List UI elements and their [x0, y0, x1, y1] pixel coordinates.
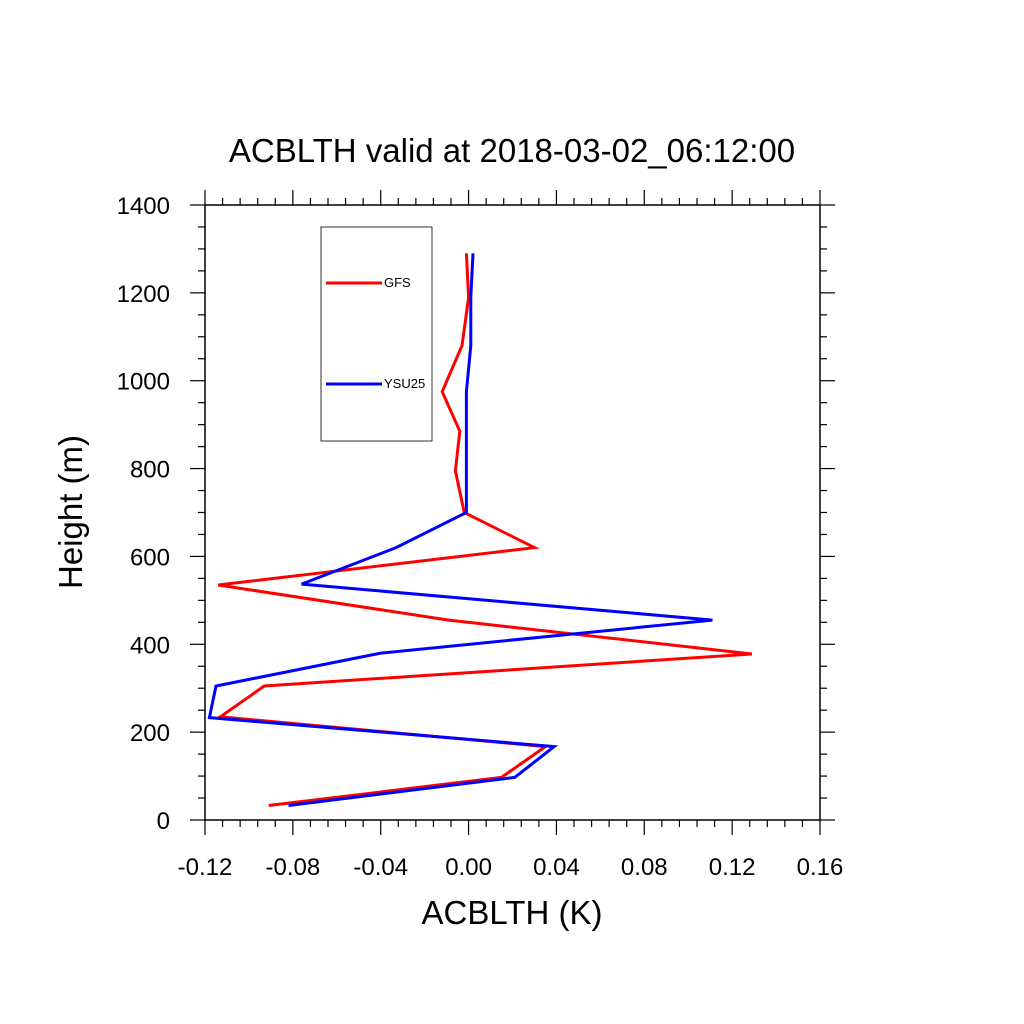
- y-tick-label: 1000: [117, 369, 170, 396]
- legend-label-gfs: GFS: [384, 275, 411, 290]
- x-tick-label: -0.08: [266, 854, 321, 881]
- x-tick-label: 0.04: [533, 854, 580, 881]
- y-axis-title: Height (m): [52, 435, 89, 589]
- y-tick-label: 200: [130, 720, 170, 747]
- series-line-ysu25: [207, 253, 713, 807]
- legend-label-ysu25: YSU25: [384, 376, 425, 391]
- y-tick-label: 1200: [117, 281, 170, 308]
- plot-area: -0.12 -0.08 -0.04 0.00 0.04 0.08 0.12 0.16 0 200 4…: [117, 190, 844, 881]
- y-tick-label: 0: [157, 808, 170, 835]
- x-tick-label: 0.12: [709, 854, 756, 881]
- x-axis-title: ACBLTH (K): [422, 894, 603, 931]
- y-tick-label: 400: [130, 632, 170, 659]
- x-tick-label: 0.16: [797, 854, 844, 881]
- y-tick-label: 800: [130, 457, 170, 484]
- x-tick-label: 0.08: [621, 854, 668, 881]
- legend-box: [320, 226, 433, 442]
- y-tick-label: 1400: [117, 193, 170, 220]
- x-tick-label: -0.04: [353, 854, 408, 881]
- x-tick-label: 0.00: [445, 854, 492, 881]
- chart-title: ACBLTH valid at 2018-03-02_06:12:00: [229, 132, 795, 169]
- x-tick-label: -0.12: [178, 854, 233, 881]
- y-tick-label: 600: [130, 544, 170, 571]
- series-line-gfs: [216, 253, 753, 807]
- plot-frame: [204, 204, 821, 821]
